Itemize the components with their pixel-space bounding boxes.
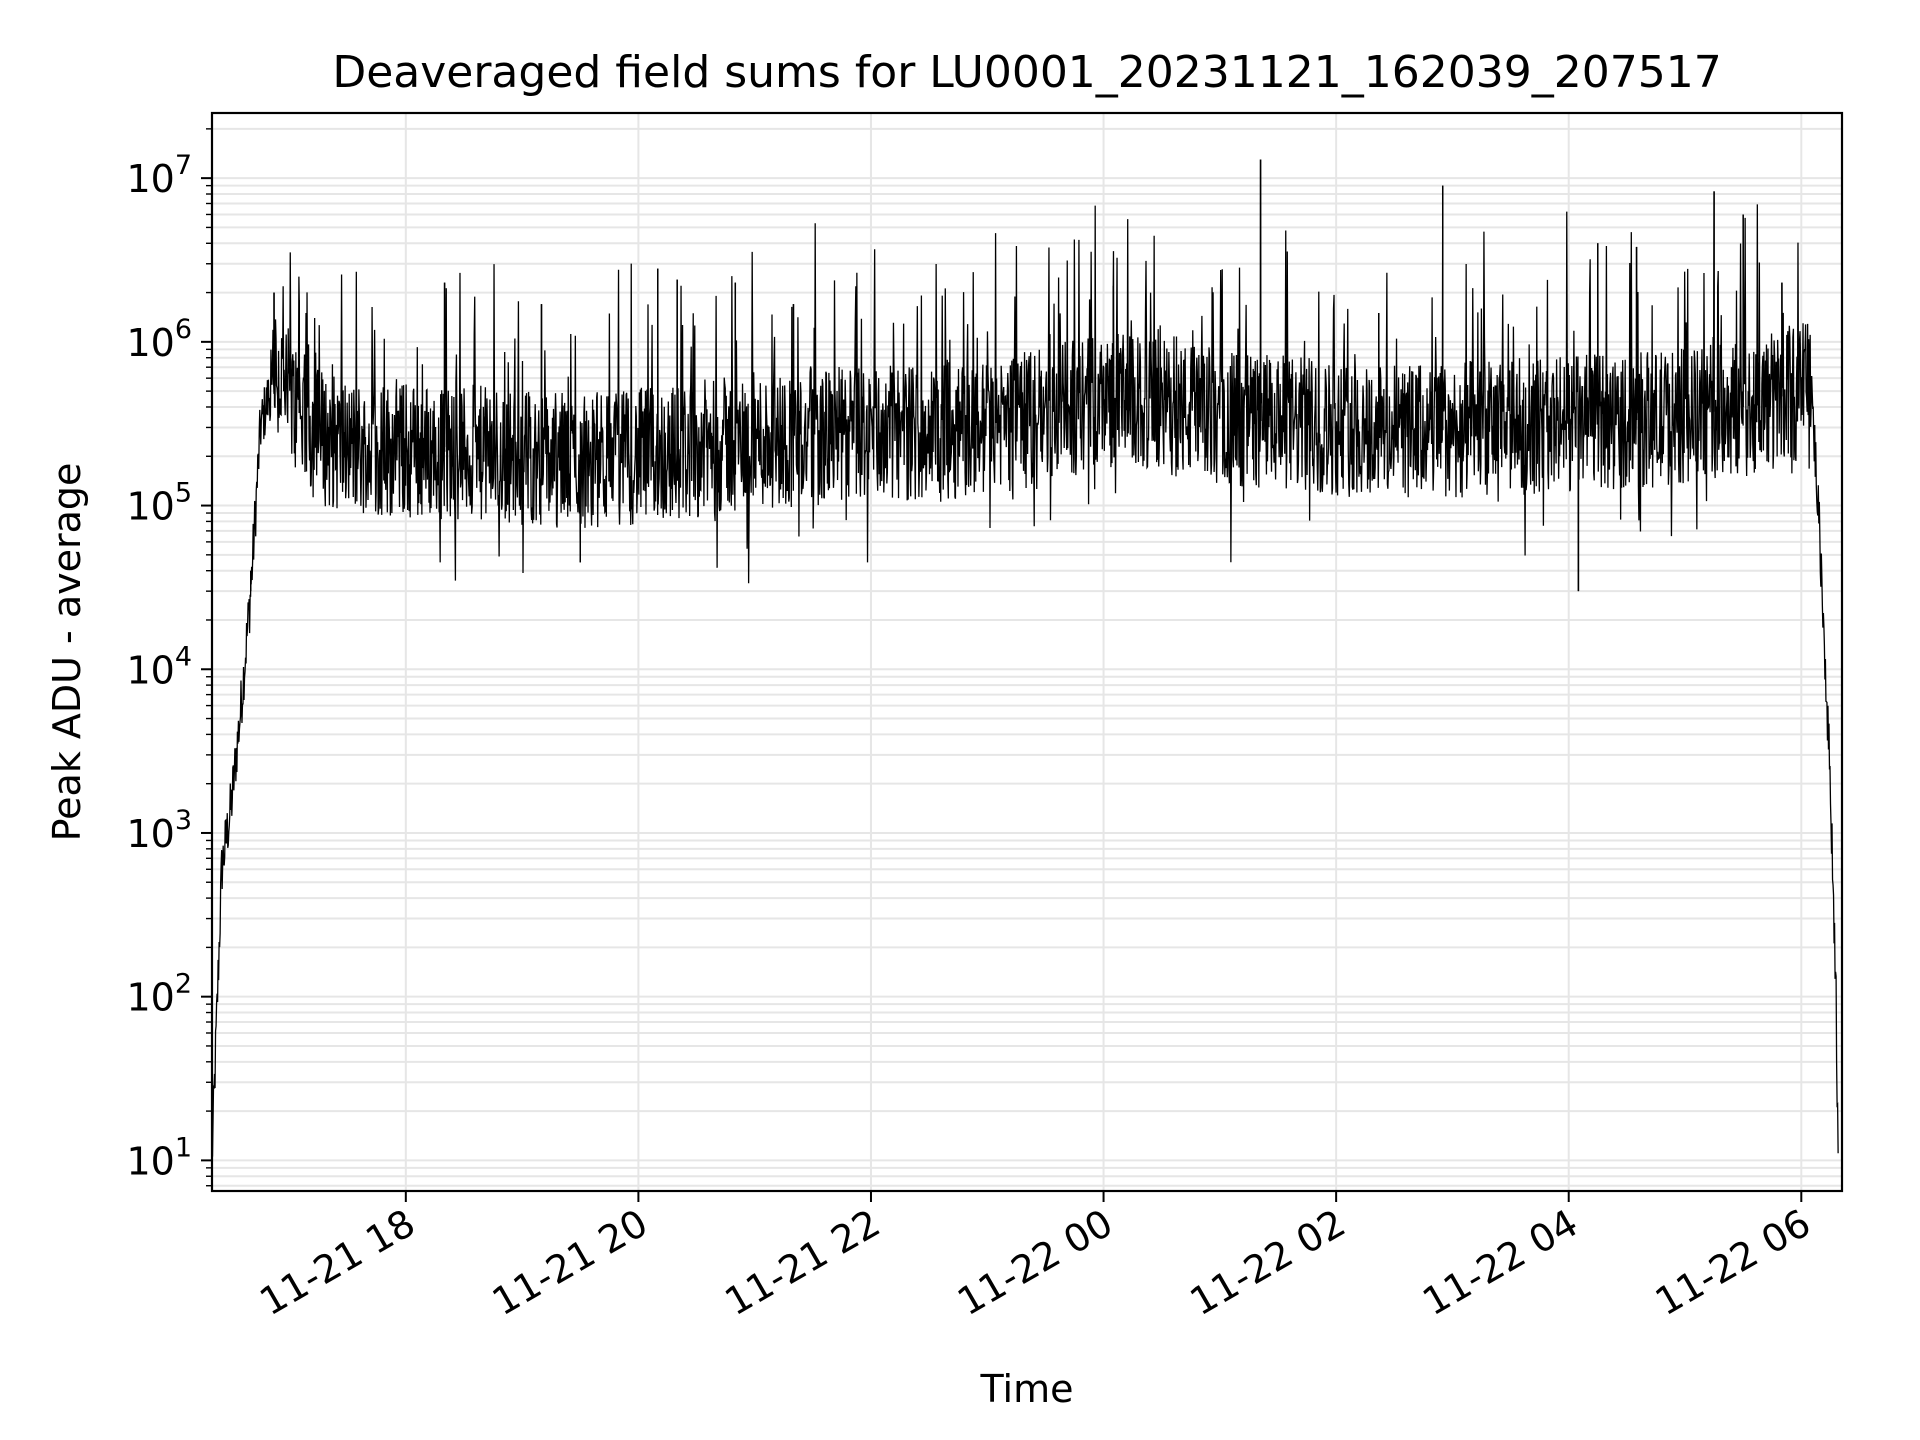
y-tick-label: 102 <box>126 969 192 1020</box>
plot-frame <box>210 111 1844 1193</box>
y-tick-label: 107 <box>126 150 192 201</box>
series-line <box>211 159 1839 1157</box>
y-tick-label: 103 <box>126 805 192 856</box>
y-tick-label: 106 <box>126 314 192 365</box>
series-line-group <box>211 159 1839 1157</box>
y-tick-label: 104 <box>126 641 192 692</box>
y-tick-label: 101 <box>126 1132 192 1183</box>
grid <box>212 113 1842 1191</box>
y-axis-label: Peak ADU - average <box>45 463 89 842</box>
x-axis-label: Time <box>980 1367 1074 1411</box>
y-tick-label: 105 <box>126 478 192 529</box>
chart-title: Deaveraged field sums for LU0001_2023112… <box>332 47 1721 98</box>
